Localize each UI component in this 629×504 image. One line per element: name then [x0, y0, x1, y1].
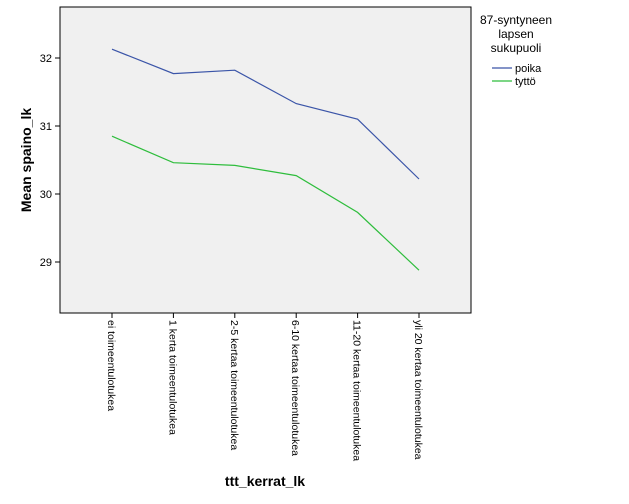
- legend-title-line-2: lapsen: [498, 27, 533, 41]
- legend-label-poika: poika: [515, 63, 542, 75]
- legend-label-tyttö: tyttö: [515, 76, 536, 88]
- x-axis-title: ttt_kerrat_lk: [225, 473, 305, 489]
- series-layer: [111, 48, 420, 271]
- x-tick-label: 6-10 kertaa toimeentulotukea: [289, 320, 301, 456]
- x-tick-label: 1 kerta toimeentulotukea: [166, 320, 178, 435]
- series-line-tyttö: [111, 135, 420, 271]
- y-tick-label: 31: [40, 121, 52, 133]
- x-tick-label: 11-20 kertaa toimeentulotukea: [351, 320, 363, 461]
- y-tick-label: 29: [40, 257, 52, 269]
- plot-area: [59, 6, 472, 314]
- y-tick-label: 30: [40, 189, 52, 201]
- legend-title-line-3: sukupuoli: [491, 41, 542, 55]
- y-axis: 29 30 31 32: [40, 53, 60, 269]
- legend-title-line-1: 87-syntyneen: [480, 13, 552, 27]
- x-tick-label: ei toimeentulotukea: [105, 320, 117, 411]
- y-tick-label: 32: [40, 53, 52, 65]
- x-axis: ei toimeentulotukea 1 kerta toimeentulotu…: [105, 313, 424, 461]
- x-tick-label: 2-5 kertaa toimeentulotukea: [228, 320, 240, 450]
- x-tick-label: yli 20 kertaa toimeentulotukea: [412, 320, 424, 460]
- series-line-poika: [111, 48, 420, 180]
- y-axis-title: Mean spaino_lk: [18, 108, 34, 212]
